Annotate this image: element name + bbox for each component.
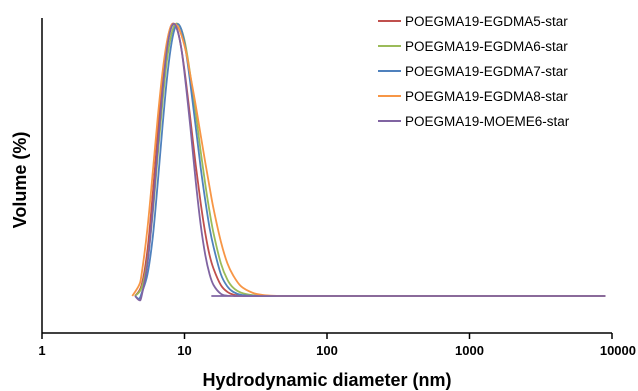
x-tick-label: 1	[38, 343, 45, 358]
legend-label-2: POEGMA19-EGDMA6-star	[405, 39, 568, 54]
legend-label-4: POEGMA19-EGDMA8-star	[405, 89, 568, 104]
series-line-5	[134, 23, 606, 302]
x-tick-label: 100	[316, 343, 338, 358]
series-layer	[131, 22, 606, 302]
legend: POEGMA19-EGDMA5-star POEGMA19-EGDMA6-star…	[378, 14, 570, 129]
legend-label-1: POEGMA19-EGDMA5-star	[405, 14, 568, 29]
legend-label-5: POEGMA19-MOEME6-star	[405, 114, 570, 129]
x-tick-label: 1000	[455, 343, 484, 358]
x-tick-label: 10	[177, 343, 191, 358]
legend-label-3: POEGMA19-EGDMA7-star	[405, 64, 568, 79]
y-axis-title: Volume (%)	[10, 132, 30, 229]
x-ticks: 1 10 100 1000 10000	[38, 333, 636, 358]
x-axis-title: Hydrodynamic diameter (nm)	[202, 370, 451, 390]
x-tick-label: 10000	[600, 343, 636, 358]
